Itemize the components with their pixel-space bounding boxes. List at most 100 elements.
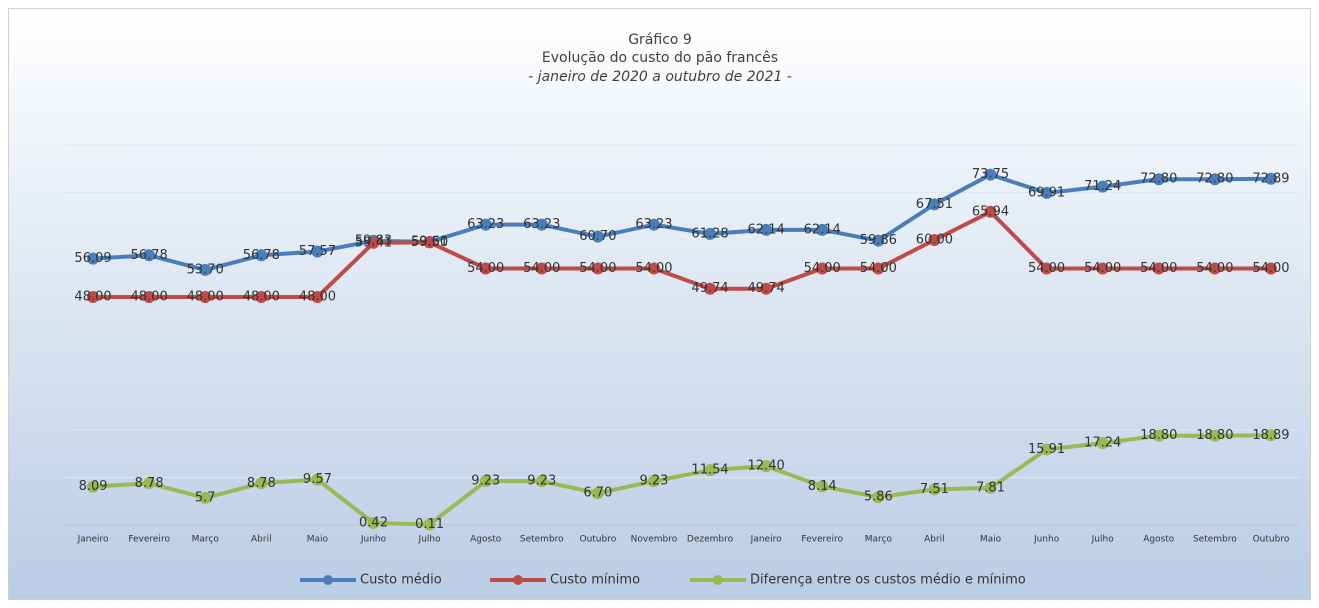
data-label: 17.24 xyxy=(1084,436,1121,451)
x-tick-label: Junho xyxy=(360,535,387,545)
series-line xyxy=(92,172,1271,272)
data-point xyxy=(591,262,604,275)
data-point xyxy=(311,291,324,303)
series-line xyxy=(93,209,1271,299)
data-label: 54.00 xyxy=(523,261,560,276)
x-tick-label: Julho xyxy=(1091,535,1115,545)
data-label: 6.70 xyxy=(583,486,612,501)
data-point xyxy=(984,205,997,218)
data-point xyxy=(1152,262,1165,275)
data-point xyxy=(479,475,492,488)
data-label: 63.23 xyxy=(635,217,672,232)
chart-background xyxy=(8,8,1311,600)
data-label: 48.00 xyxy=(243,290,280,305)
data-label: 15.91 xyxy=(1028,442,1065,457)
data-label: 54.00 xyxy=(1252,261,1289,276)
data-label: 60.70 xyxy=(579,229,616,244)
data-point xyxy=(760,223,773,236)
data-point xyxy=(647,262,660,275)
data-point xyxy=(87,480,100,493)
data-point xyxy=(1264,429,1277,442)
data-point xyxy=(87,291,100,303)
data-point xyxy=(872,491,885,504)
series-line xyxy=(92,433,1271,527)
data-label: 49.74 xyxy=(691,281,728,296)
data-point xyxy=(928,198,941,211)
data-point xyxy=(647,475,660,488)
data-point xyxy=(872,234,885,247)
data-point xyxy=(704,227,717,240)
x-tick-label: Janeiro xyxy=(750,535,782,545)
x-tick-label: Janeiro xyxy=(77,535,109,545)
data-point xyxy=(143,291,156,303)
data-point xyxy=(1096,180,1109,193)
data-label: 9.23 xyxy=(639,474,668,489)
data-label: 59.86 xyxy=(860,233,897,248)
data-point xyxy=(928,483,941,496)
data-label: 61.28 xyxy=(691,226,728,241)
data-label: 63.23 xyxy=(467,217,504,232)
data-point xyxy=(704,464,717,477)
data-point xyxy=(199,291,212,303)
data-point xyxy=(647,218,660,231)
chart-title: Evolução do custo do pão francês xyxy=(542,50,778,66)
data-label: 0.11 xyxy=(415,517,444,532)
data-point xyxy=(816,223,829,236)
data-point xyxy=(255,291,268,303)
data-label: 8.09 xyxy=(79,479,108,494)
data-point xyxy=(1208,429,1221,442)
data-point xyxy=(1208,262,1221,275)
data-label: 54.00 xyxy=(467,261,504,276)
data-point xyxy=(1208,173,1221,186)
legend-marker xyxy=(513,575,523,585)
data-label: 71.24 xyxy=(1084,179,1121,194)
data-label: 54.00 xyxy=(1140,261,1177,276)
data-label: 72.80 xyxy=(1140,172,1177,187)
x-tick-label: Fevereiro xyxy=(128,535,170,545)
data-point xyxy=(143,477,156,490)
data-label: 62.14 xyxy=(804,222,841,237)
data-point xyxy=(1040,186,1053,199)
data-point xyxy=(984,481,997,494)
data-label: 48.00 xyxy=(299,290,336,305)
x-tick-label: Dezembro xyxy=(687,535,734,545)
data-label: 73.75 xyxy=(972,167,1009,182)
data-point xyxy=(1264,262,1277,275)
data-label: 56.78 xyxy=(243,248,280,263)
data-point xyxy=(928,234,941,246)
data-label: 54.00 xyxy=(804,261,841,276)
x-tick-label: Fevereiro xyxy=(801,535,843,545)
data-label: 54.00 xyxy=(1028,261,1065,276)
data-label: 54.00 xyxy=(635,261,672,276)
data-label: 18.89 xyxy=(1252,428,1289,443)
data-label: 7.51 xyxy=(920,482,949,497)
data-point xyxy=(816,262,829,275)
data-point xyxy=(367,236,380,249)
data-point xyxy=(199,263,212,276)
x-tick-label: Setembro xyxy=(1193,535,1237,545)
data-label: 12.40 xyxy=(748,459,785,474)
data-label: 0.42 xyxy=(359,516,388,531)
data-label: 7.81 xyxy=(976,480,1005,495)
chart-title: - janeiro de 2020 a outubro de 2021 - xyxy=(528,69,792,85)
data-label: 62.14 xyxy=(748,222,785,237)
legend-label: Diferença entre os custos médio e mínimo xyxy=(750,573,1026,588)
data-label: 9.23 xyxy=(527,474,556,489)
data-point xyxy=(423,518,436,531)
data-label: 54.00 xyxy=(579,261,616,276)
data-label: 59.83 xyxy=(355,233,392,248)
data-label: 72.80 xyxy=(1196,172,1233,187)
data-point xyxy=(255,477,268,490)
data-point xyxy=(535,475,548,488)
data-label: 5.86 xyxy=(864,490,893,505)
x-tick-label: Abril xyxy=(251,535,272,545)
data-label: 18.80 xyxy=(1196,428,1233,443)
data-label: 56.78 xyxy=(131,248,168,263)
data-point xyxy=(1040,262,1053,275)
data-point xyxy=(479,218,492,231)
x-tick-label: Setembro xyxy=(520,535,564,545)
data-point xyxy=(367,517,380,530)
data-label: 9.57 xyxy=(303,472,332,487)
legend-label: Custo mínimo xyxy=(550,573,640,588)
